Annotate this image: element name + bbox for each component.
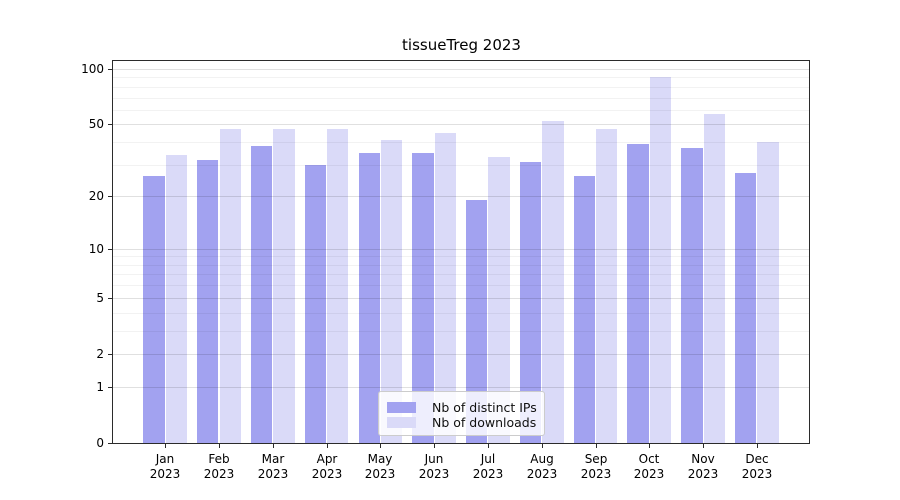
x-tick-label: Apr 2023 [311, 452, 343, 481]
x-tick-label: May 2023 [364, 452, 396, 481]
y-tick [108, 443, 112, 444]
grid-layer [113, 61, 809, 443]
bar-downloads [596, 129, 618, 443]
y-tick [108, 124, 112, 125]
minor-gridline [113, 285, 809, 286]
major-gridline [113, 124, 809, 125]
bar-distinct-ips [197, 159, 219, 443]
y-tick-label: 100 [81, 62, 104, 76]
x-tick-label: Aug 2023 [526, 452, 558, 481]
bar-downloads [219, 129, 241, 443]
x-tick [273, 444, 274, 448]
major-gridline [113, 298, 809, 299]
minor-gridline [113, 265, 809, 266]
x-tick-label: Jan 2023 [149, 452, 181, 481]
x-tick-label: Feb 2023 [203, 452, 235, 481]
bar-distinct-ips [681, 148, 703, 443]
chart-title: tissueTreg 2023 [402, 36, 521, 54]
minor-gridline [113, 87, 809, 88]
legend-item: Nb of distinct IPs [387, 399, 537, 415]
minor-gridline [113, 313, 809, 314]
x-tick [380, 444, 381, 448]
bar-downloads [542, 121, 564, 443]
x-tick [434, 444, 435, 448]
bar-downloads [757, 142, 779, 443]
major-gridline [113, 387, 809, 388]
major-gridline [113, 249, 809, 250]
y-tick-label: 1 [96, 380, 104, 394]
bar-downloads [327, 129, 349, 443]
x-tick [596, 444, 597, 448]
minor-gridline [113, 331, 809, 332]
legend: Nb of distinct IPs Nb of downloads [378, 391, 545, 436]
x-tick [649, 444, 650, 448]
bar-downloads [273, 129, 295, 443]
plot-area: Nb of distinct IPs Nb of downloads [112, 60, 810, 444]
legend-label: Nb of downloads [432, 414, 537, 430]
legend-swatch [387, 416, 416, 428]
bar-downloads [434, 132, 457, 443]
minor-gridline [113, 110, 809, 111]
y-tick [108, 249, 112, 250]
legend-label: Nb of distinct IPs [432, 399, 537, 415]
y-tick-label: 0 [96, 436, 104, 450]
bar-distinct-ips [627, 144, 649, 443]
legend-item: Nb of downloads [387, 414, 537, 430]
x-tick-label: Nov 2023 [687, 452, 719, 481]
legend-swatch [387, 401, 416, 413]
x-tick [703, 444, 704, 448]
major-gridline [113, 69, 809, 70]
minor-gridline [113, 98, 809, 99]
x-tick [327, 444, 328, 448]
bar-downloads [380, 140, 403, 443]
y-tick-label: 50 [88, 117, 104, 131]
x-tick [165, 444, 166, 448]
y-tick [108, 69, 112, 70]
bar-distinct-ips [250, 146, 273, 443]
bar-distinct-ips [143, 175, 165, 443]
bar-distinct-ips [304, 164, 327, 443]
bar-distinct-ips [519, 162, 542, 443]
minor-gridline [113, 142, 809, 143]
y-tick-label: 10 [88, 242, 104, 256]
x-tick-label: Sep 2023 [580, 452, 612, 481]
y-tick-label: 5 [96, 291, 104, 305]
bars-layer [113, 61, 809, 443]
y-tick [108, 196, 112, 197]
y-tick [108, 354, 112, 355]
y-tick-label: 20 [88, 189, 104, 203]
x-tick-label: Dec 2023 [741, 452, 773, 481]
bar-distinct-ips [412, 152, 434, 443]
x-tick [219, 444, 220, 448]
x-tick [488, 444, 489, 448]
x-tick [757, 444, 758, 448]
x-tick-label: Jul 2023 [472, 452, 504, 481]
x-tick-label: Jun 2023 [418, 452, 450, 481]
bar-downloads [165, 154, 188, 443]
minor-gridline [113, 165, 809, 166]
major-gridline [113, 196, 809, 197]
x-tick-label: Mar 2023 [257, 452, 289, 481]
minor-gridline [113, 274, 809, 275]
bar-distinct-ips [466, 200, 488, 443]
bar-distinct-ips [573, 175, 595, 443]
x-tick-label: Oct 2023 [633, 452, 665, 481]
bar-distinct-ips [358, 152, 380, 443]
bar-downloads [703, 113, 725, 443]
x-tick [542, 444, 543, 448]
y-tick [108, 298, 112, 299]
bar-downloads [488, 157, 510, 443]
minor-gridline [113, 77, 809, 78]
minor-gridline [113, 256, 809, 257]
y-tick [108, 387, 112, 388]
bar-downloads [649, 76, 672, 443]
y-tick-label: 2 [96, 347, 104, 361]
bar-distinct-ips [735, 173, 757, 443]
major-gridline [113, 354, 809, 355]
